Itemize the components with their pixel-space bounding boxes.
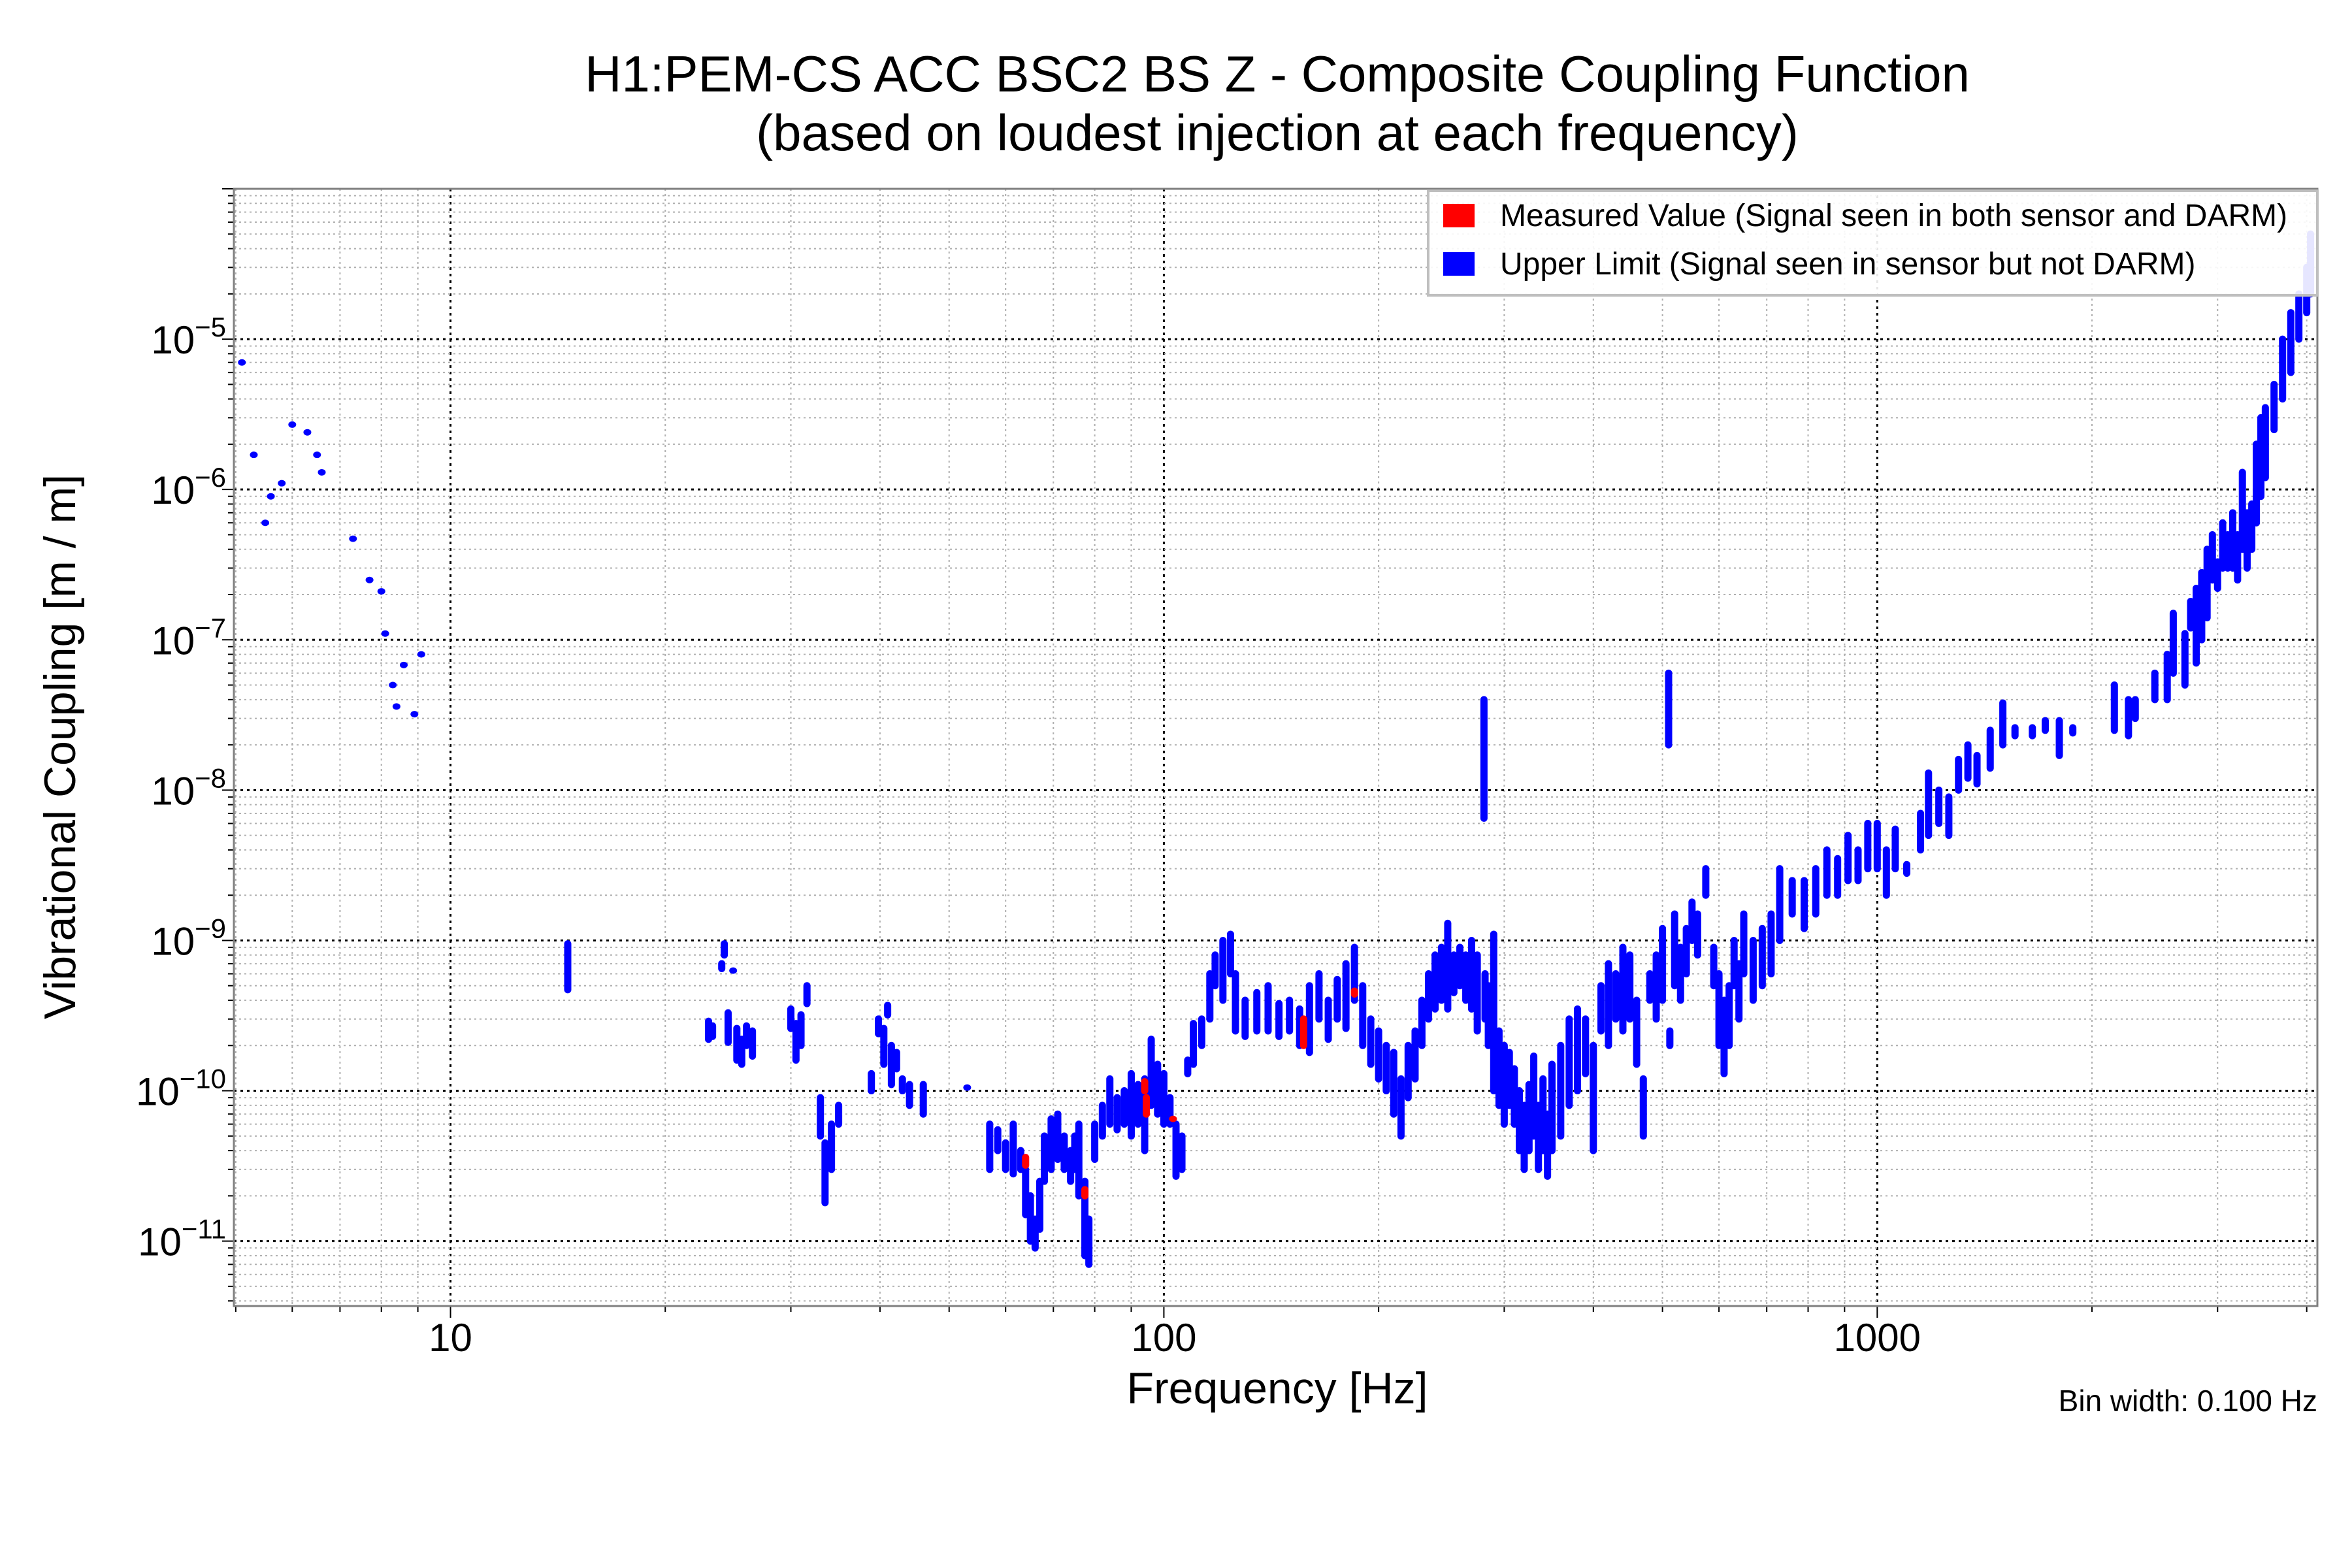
y-tick-label: 10−8 — [151, 762, 226, 813]
x-tick-label: 100 — [1131, 1316, 1196, 1360]
upper-limit-point — [410, 711, 419, 718]
upper-limit-point — [392, 703, 400, 710]
plot-frame — [233, 188, 2319, 1307]
legend: Measured Value (Signal seen in both sens… — [1427, 189, 2319, 297]
upper-limit-point — [278, 480, 286, 487]
upper-limit-point — [729, 967, 738, 974]
legend-label-upper-limit: Upper Limit (Signal seen in sensor but n… — [1500, 247, 2195, 282]
y-axis-label: Vibrational Coupling [m / m] — [35, 474, 85, 1019]
x-tick-label: 1000 — [1834, 1316, 1921, 1360]
legend-swatch-upper-limit — [1443, 252, 1475, 276]
measured-point — [1169, 1115, 1177, 1122]
upper-limit-point — [400, 661, 408, 668]
legend-label-measured: Measured Value (Signal seen in both sens… — [1500, 199, 2287, 233]
upper-limit-point — [250, 451, 258, 459]
grid — [234, 188, 2317, 1306]
y-tick-label: 10−10 — [136, 1064, 226, 1114]
y-tick-label: 10−5 — [151, 312, 226, 362]
bin-width-annotation: Bin width: 0.100 Hz — [2059, 1384, 2317, 1418]
chart-title: H1:PEM-CS ACC BSC2 BS Z - Composite Coup… — [585, 45, 1970, 103]
upper-limit-point — [313, 451, 321, 459]
y-tick-label: 10−6 — [151, 462, 226, 512]
upper-limit-point — [381, 630, 389, 637]
upper-limit-point — [318, 468, 326, 476]
upper-limit-point — [349, 535, 357, 542]
legend-box — [1427, 189, 2319, 297]
chart-subtitle: (based on loudest injection at each freq… — [756, 104, 1799, 161]
upper-limit-point — [377, 588, 385, 595]
y-tick-label: 10−7 — [151, 612, 226, 662]
y-tick-label: 10−11 — [138, 1214, 226, 1264]
upper-limit-point — [417, 651, 425, 658]
upper-limit-point — [303, 429, 312, 436]
x-axis-label: Frequency [Hz] — [1126, 1364, 1428, 1413]
upper-limit-point — [389, 681, 397, 689]
upper-limit-point — [267, 493, 275, 500]
y-tick-label: 10−9 — [151, 913, 226, 963]
upper-limit-point — [963, 1084, 972, 1091]
x-tick-label: 10 — [429, 1316, 472, 1360]
upper-limit-point — [238, 359, 246, 366]
upper-limit-point — [288, 421, 297, 428]
upper-limit-point — [261, 519, 270, 527]
legend-swatch-measured — [1443, 204, 1475, 227]
data-points — [238, 230, 2315, 1268]
upper-limit-point — [365, 576, 374, 583]
